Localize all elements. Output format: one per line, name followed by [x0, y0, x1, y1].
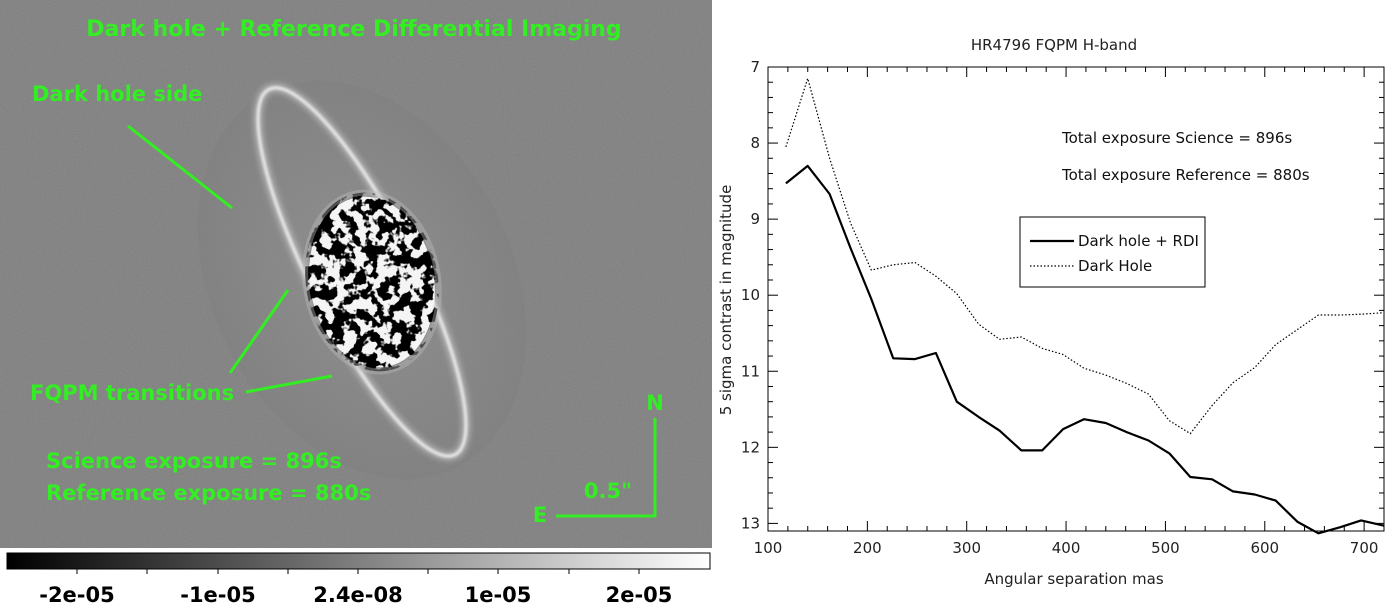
series-lines [785, 77, 1385, 535]
science-exposure-label: Science exposure = 896s [46, 449, 342, 473]
disk-image-figure: Dark hole + Reference Differential Imagi… [0, 0, 712, 607]
legend-label-darkhole: Dark Hole [1078, 257, 1152, 275]
colorbar-tick-label: -1e-05 [180, 583, 256, 607]
y-tick-label: 11 [741, 362, 760, 380]
legend: Dark hole + RDI Dark Hole [1019, 216, 1206, 288]
y-tick-label: 8 [750, 134, 760, 152]
colorbar-tick-label: 2.4e-08 [313, 583, 402, 607]
colorbar: -2e-05 -1e-05 2.4e-08 1e-05 2e-05 [6, 552, 711, 607]
compass-north-label: N [646, 391, 664, 415]
fqpm-arrow-upper [228, 289, 290, 374]
series-line-dark-hole-rdi [785, 164, 1385, 535]
x-tick-label: 700 [1350, 539, 1379, 557]
x-tick-label: 100 [754, 539, 783, 557]
plot-frame [767, 66, 1385, 532]
compass-arrows [556, 418, 657, 518]
central-residuals [302, 189, 442, 375]
fqpm-transitions-label: FQPM transitions [30, 381, 234, 405]
y-axis-label: 5 sigma contrast in magnitude [717, 185, 735, 416]
y-tick-label: 9 [750, 210, 760, 228]
x-tick-label: 300 [952, 539, 981, 557]
dark-hole-side-label: Dark hole side [32, 82, 202, 106]
y-tick-label: 10 [741, 286, 760, 304]
annotation-science-exposure: Total exposure Science = 896s [1061, 129, 1292, 147]
legend-box [1019, 216, 1206, 288]
annotation-reference-exposure: Total exposure Reference = 880s [1061, 166, 1310, 184]
series-line-dark-hole [785, 77, 1385, 435]
colorbar-tick-label: 2e-05 [606, 583, 673, 607]
chart-title: HR4796 FQPM H-band [971, 36, 1137, 54]
compass-east-label: E [533, 503, 547, 527]
contrast-chart-panel: 100 200 300 400 500 600 700 7 8 9 10 11 12 13 HR4796 … [712, 0, 1400, 607]
x-axis-label: Angular separation mas [984, 570, 1164, 588]
colorbar-tick-label: 1e-05 [465, 583, 532, 607]
fqpm-arrow-lower [245, 374, 333, 394]
y-tick-label: 13 [741, 514, 760, 532]
x-tick-label: 400 [1052, 539, 1081, 557]
axis-ticks: 100 200 300 400 500 600 700 7 8 9 10 11 12 13 [741, 58, 1385, 557]
colorbar-gradient [6, 552, 711, 570]
x-tick-label: 200 [853, 539, 882, 557]
reference-exposure-label: Reference exposure = 880s [46, 481, 371, 505]
x-tick-label: 600 [1250, 539, 1279, 557]
scale-bar-label: 0.5" [584, 479, 632, 503]
y-tick-label: 7 [750, 58, 760, 76]
dark-hole-arrow [127, 124, 233, 210]
y-tick-label: 12 [741, 438, 760, 456]
annotations: Dark hole + Reference Differential Imagi… [30, 17, 664, 527]
legend-label-rdi: Dark hole + RDI [1078, 232, 1199, 250]
colorbar-tick-label: -2e-05 [39, 583, 115, 607]
contrast-curve-chart: 100 200 300 400 500 600 700 7 8 9 10 11 12 13 HR4796 … [717, 36, 1385, 588]
image-panel: Dark hole + Reference Differential Imagi… [0, 0, 712, 607]
x-tick-label: 500 [1151, 539, 1180, 557]
image-title: Dark hole + Reference Differential Imagi… [86, 17, 621, 42]
